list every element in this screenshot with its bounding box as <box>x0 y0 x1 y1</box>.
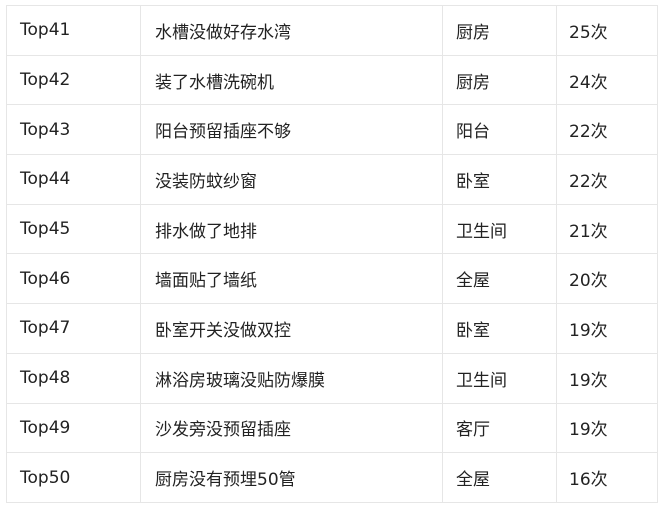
item-cell: 沙发旁没预留插座 <box>140 402 443 454</box>
room-cell: 卫生间 <box>442 352 557 404</box>
table-row: Top42 装了水槽洗碗机 厨房 24次 <box>6 54 658 106</box>
count-cell: 19次 <box>556 352 658 404</box>
room-cell: 全屋 <box>442 253 557 305</box>
ranking-table: Top41 水槽没做好存水湾 厨房 25次 Top42 装了水槽洗碗机 厨房 24次 Top43… <box>6 5 658 503</box>
item-cell: 墙面贴了墙纸 <box>140 253 443 305</box>
count-cell: 20次 <box>556 253 658 305</box>
rank-cell: Top46 <box>6 253 141 305</box>
room-cell: 卧室 <box>442 154 557 205</box>
item-cell: 装了水槽洗碗机 <box>140 54 443 106</box>
table-row: Top46 墙面贴了墙纸 全屋 20次 <box>6 253 658 305</box>
count-cell: 19次 <box>556 303 658 354</box>
table-row: Top45 排水做了地排 卫生间 21次 <box>6 203 658 255</box>
item-cell: 水槽没做好存水湾 <box>140 5 443 56</box>
room-cell: 厨房 <box>442 5 557 56</box>
table-row: Top43 阳台预留插座不够 阳台 22次 <box>6 104 658 156</box>
room-cell: 卧室 <box>442 303 557 354</box>
rank-cell: Top48 <box>6 352 141 404</box>
count-cell: 16次 <box>556 452 658 503</box>
rank-cell: Top43 <box>6 104 141 156</box>
table-row: Top48 淋浴房玻璃没贴防爆膜 卫生间 19次 <box>6 352 658 404</box>
rank-cell: Top45 <box>6 203 141 255</box>
count-cell: 24次 <box>556 54 658 106</box>
count-cell: 21次 <box>556 203 658 255</box>
table-row: Top47 卧室开关没做双控 卧室 19次 <box>6 303 658 354</box>
rank-cell: Top49 <box>6 402 141 454</box>
rank-cell: Top42 <box>6 54 141 106</box>
item-cell: 淋浴房玻璃没贴防爆膜 <box>140 352 443 404</box>
room-cell: 厨房 <box>442 54 557 106</box>
room-cell: 客厅 <box>442 402 557 454</box>
rank-cell: Top44 <box>6 154 141 205</box>
item-cell: 没装防蚊纱窗 <box>140 154 443 205</box>
count-cell: 19次 <box>556 402 658 454</box>
item-cell: 卧室开关没做双控 <box>140 303 443 354</box>
item-cell: 排水做了地排 <box>140 203 443 255</box>
item-cell: 阳台预留插座不够 <box>140 104 443 156</box>
table-row: Top49 沙发旁没预留插座 客厅 19次 <box>6 402 658 454</box>
count-cell: 22次 <box>556 104 658 156</box>
table-row: Top41 水槽没做好存水湾 厨房 25次 <box>6 5 658 56</box>
rank-cell: Top41 <box>6 5 141 56</box>
table-row: Top44 没装防蚊纱窗 卧室 22次 <box>6 154 658 205</box>
room-cell: 卫生间 <box>442 203 557 255</box>
count-cell: 22次 <box>556 154 658 205</box>
room-cell: 全屋 <box>442 452 557 503</box>
item-cell: 厨房没有预埋50管 <box>140 452 443 503</box>
count-cell: 25次 <box>556 5 658 56</box>
rank-cell: Top47 <box>6 303 141 354</box>
table-row: Top50 厨房没有预埋50管 全屋 16次 <box>6 452 658 503</box>
rank-cell: Top50 <box>6 452 141 503</box>
room-cell: 阳台 <box>442 104 557 156</box>
